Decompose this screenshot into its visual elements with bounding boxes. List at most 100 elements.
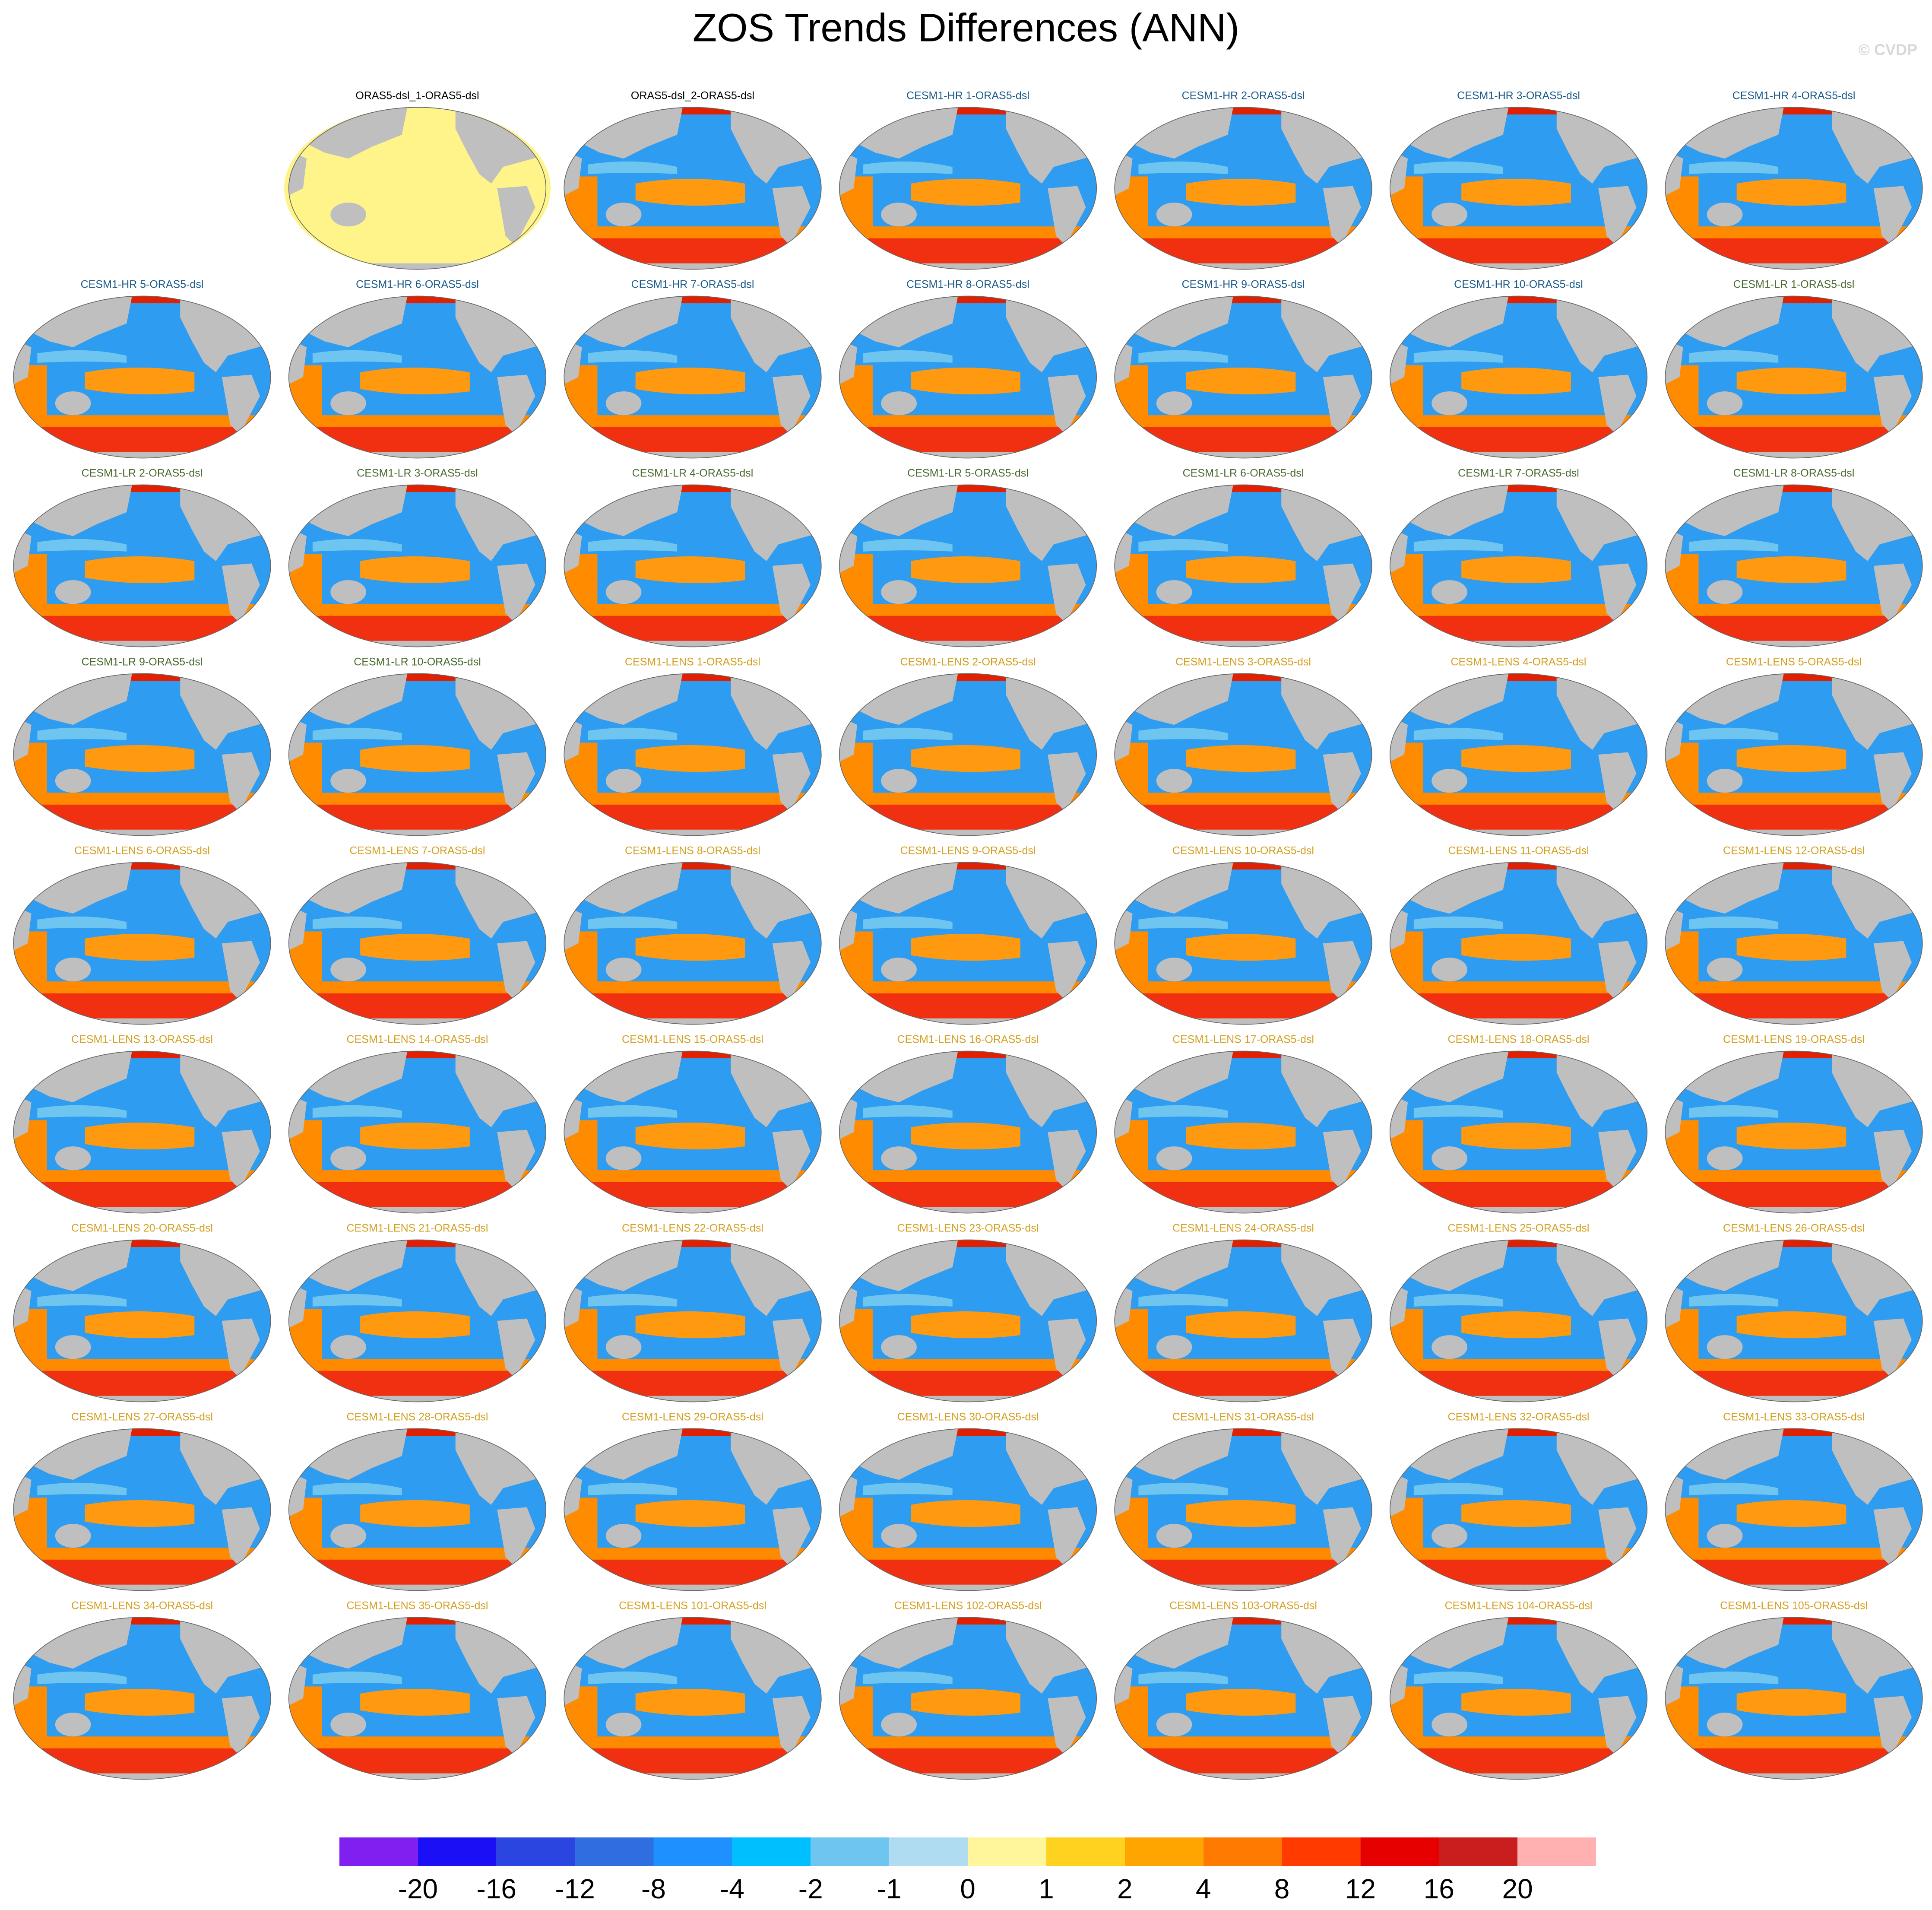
colorbar-box [575, 1837, 654, 1866]
map [839, 482, 1097, 649]
panel-title: CESM1-LENS 104-ORAS5-dsl [1445, 1600, 1593, 1612]
map [13, 294, 271, 460]
panel-title: CESM1-LENS 4-ORAS5-dsl [1451, 656, 1587, 668]
map [1390, 105, 1647, 272]
map [564, 1049, 821, 1215]
panel-title: CESM1-LENS 32-ORAS5-dsl [1448, 1411, 1590, 1423]
panel-title: CESM1-LENS 10-ORAS5-dsl [1172, 845, 1314, 857]
colorbar-box [811, 1837, 890, 1866]
map [13, 1426, 271, 1593]
panel-title: CESM1-LENS 34-ORAS5-dsl [71, 1600, 213, 1612]
colorbar-box [653, 1837, 732, 1866]
map [289, 860, 546, 1027]
colorbar-box [496, 1837, 575, 1866]
map [564, 105, 821, 272]
map [1665, 1049, 1922, 1215]
panel-title: CESM1-LENS 14-ORAS5-dsl [347, 1034, 488, 1046]
colorbar-box [968, 1837, 1046, 1866]
map [564, 1615, 821, 1782]
panel-title: CESM1-LENS 6-ORAS5-dsl [74, 845, 210, 857]
panel-title: CESM1-HR 2-ORAS5-dsl [1182, 90, 1305, 102]
map [564, 1237, 821, 1404]
panel-title: CESM1-LENS 35-ORAS5-dsl [347, 1600, 488, 1612]
panel-title: CESM1-LENS 25-ORAS5-dsl [1448, 1222, 1590, 1234]
colorbar-box [1439, 1837, 1518, 1866]
colorbar-label: 1 [1039, 1873, 1054, 1904]
map [1390, 482, 1647, 649]
panel-title: CESM1-LENS 1-ORAS5-dsl [625, 656, 760, 668]
map [13, 860, 271, 1027]
panel-title: CESM1-LENS 23-ORAS5-dsl [897, 1222, 1039, 1234]
map [13, 1049, 271, 1215]
watermark: © CVDP [1858, 41, 1917, 59]
panel-title: CESM1-LENS 30-ORAS5-dsl [897, 1411, 1039, 1423]
panel-title: CESM1-LENS 103-ORAS5-dsl [1169, 1600, 1317, 1612]
map [839, 1426, 1097, 1593]
map [1665, 1426, 1922, 1593]
map [13, 671, 271, 838]
panel-title: CESM1-HR 6-ORAS5-dsl [356, 279, 479, 291]
panel-title: CESM1-HR 10-ORAS5-dsl [1454, 279, 1583, 291]
map [1390, 294, 1647, 460]
map [564, 860, 821, 1027]
panel-title: CESM1-LENS 2-ORAS5-dsl [900, 656, 1036, 668]
map [289, 1615, 546, 1782]
map [1115, 1615, 1372, 1782]
colorbar-label: -8 [641, 1873, 666, 1904]
map [1390, 860, 1647, 1027]
panel-title: CESM1-LENS 16-ORAS5-dsl [897, 1034, 1039, 1046]
colorbar-label: -20 [398, 1873, 438, 1904]
colorbar-box [339, 1837, 418, 1866]
map [1390, 1615, 1647, 1782]
panel-title: CESM1-LR 1-ORAS5-dsl [1733, 279, 1855, 291]
colorbar-box [1517, 1837, 1596, 1866]
colorbar-box [1282, 1837, 1361, 1866]
panel-title: CESM1-LENS 18-ORAS5-dsl [1448, 1034, 1590, 1046]
colorbar-box [1360, 1837, 1439, 1866]
colorbar-label: 4 [1196, 1873, 1211, 1904]
map [1115, 105, 1372, 272]
panel-title: CESM1-LENS 17-ORAS5-dsl [1172, 1034, 1314, 1046]
map [13, 1237, 271, 1404]
map [839, 1237, 1097, 1404]
panel-title: CESM1-LENS 8-ORAS5-dsl [625, 845, 760, 857]
map [839, 671, 1097, 838]
map [839, 105, 1097, 272]
panel-title: CESM1-LENS 5-ORAS5-dsl [1726, 656, 1862, 668]
panel-title: CESM1-HR 1-ORAS5-dsl [906, 90, 1029, 102]
map [1665, 1615, 1922, 1782]
panel-title: CESM1-HR 8-ORAS5-dsl [906, 279, 1029, 291]
panel-title: CESM1-LENS 24-ORAS5-dsl [1172, 1222, 1314, 1234]
panel-title: CESM1-LENS 31-ORAS5-dsl [1172, 1411, 1314, 1423]
colorbar-label: 20 [1502, 1873, 1533, 1904]
map [13, 482, 271, 649]
panel-title: CESM1-HR 7-ORAS5-dsl [631, 279, 754, 291]
colorbar-label: -4 [720, 1873, 744, 1904]
panel-title: CESM1-LENS 15-ORAS5-dsl [622, 1034, 763, 1046]
panel-title: CESM1-LR 4-ORAS5-dsl [632, 467, 754, 479]
map [1115, 294, 1372, 460]
colorbar-box [1046, 1837, 1125, 1866]
map [839, 860, 1097, 1027]
colorbar-label: 12 [1345, 1873, 1376, 1904]
map [289, 671, 546, 838]
map [1390, 671, 1647, 838]
panel-title: CESM1-LR 9-ORAS5-dsl [82, 656, 203, 668]
map [289, 1426, 546, 1593]
colorbar-label: 8 [1274, 1873, 1290, 1904]
panel-title: CESM1-LR 10-ORAS5-dsl [354, 656, 481, 668]
panel-title: CESM1-HR 4-ORAS5-dsl [1732, 90, 1856, 102]
map [289, 294, 546, 460]
colorbar-label: -1 [877, 1873, 902, 1904]
colorbar-label: 16 [1424, 1873, 1454, 1904]
panel-title: CESM1-LENS 101-ORAS5-dsl [619, 1600, 766, 1612]
panel-title: CESM1-LR 7-ORAS5-dsl [1458, 467, 1579, 479]
panel-title: CESM1-LENS 22-ORAS5-dsl [622, 1222, 763, 1234]
map [1390, 1049, 1647, 1215]
panel-title: ORAS5-dsl_2-ORAS5-dsl [631, 90, 754, 102]
panel-title: CESM1-LENS 20-ORAS5-dsl [71, 1222, 213, 1234]
map [564, 294, 821, 460]
colorbar-label: 0 [960, 1873, 976, 1904]
map [289, 1049, 546, 1215]
